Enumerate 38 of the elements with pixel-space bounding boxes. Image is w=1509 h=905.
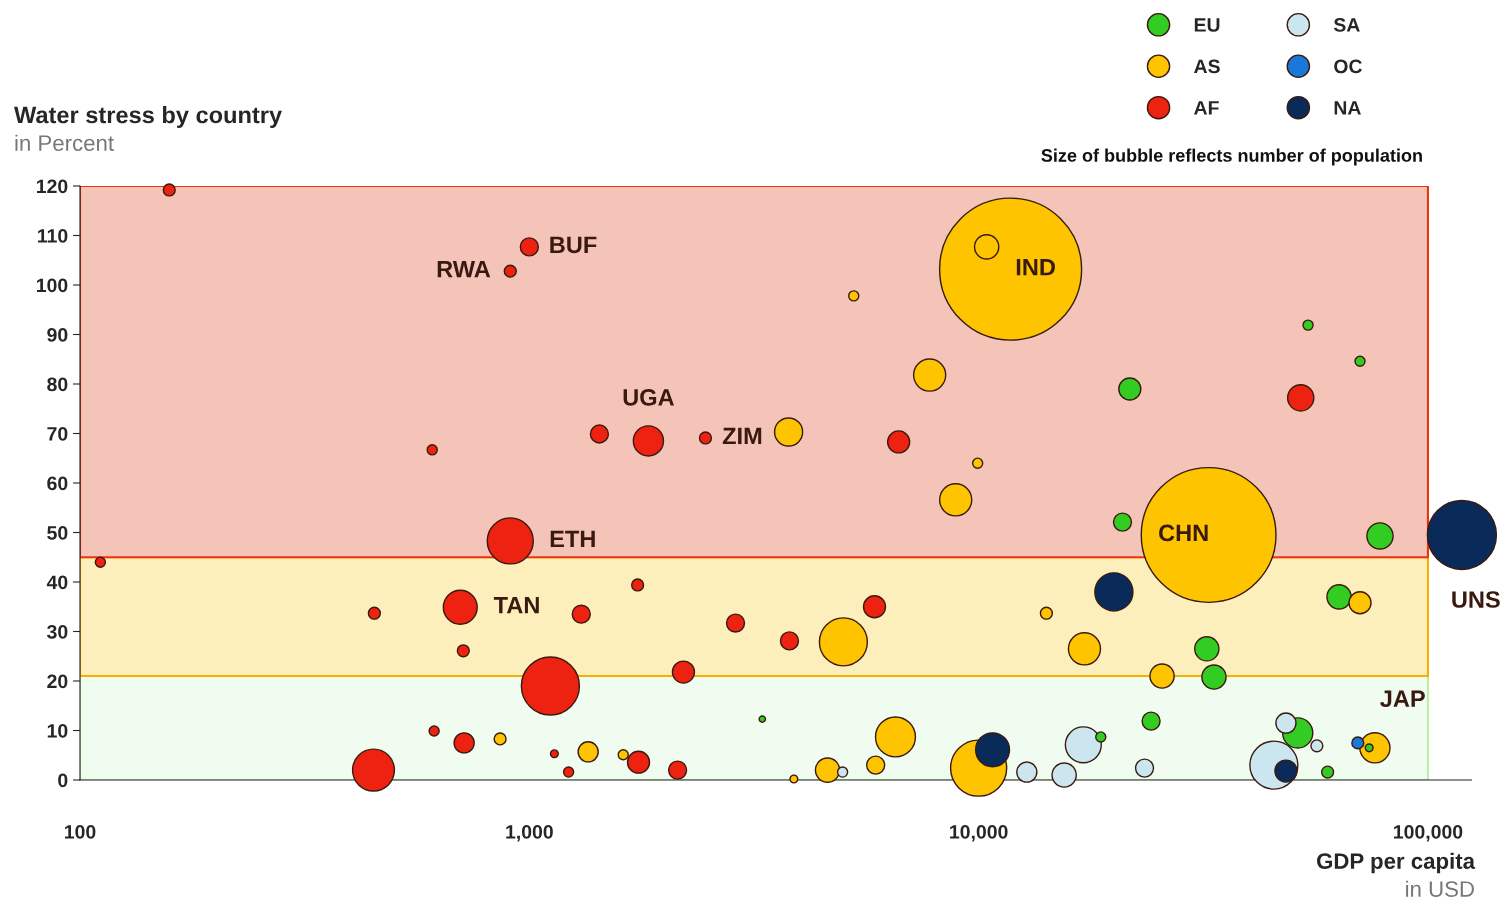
annotation: UNS xyxy=(1452,591,1500,608)
y-tick-label: 80 xyxy=(47,377,68,392)
annotation: CHN xyxy=(1159,524,1208,542)
x-tick-label: 100 xyxy=(65,824,96,839)
x-axis-title: GDP per capita xyxy=(1317,852,1476,874)
annotation: TAN xyxy=(493,597,539,614)
x-tick-label: 100,000 xyxy=(1394,824,1463,842)
chart-subtitle: in Percent xyxy=(15,134,114,151)
legend-label: AS xyxy=(1194,59,1220,74)
y-tick-label: 30 xyxy=(47,624,68,639)
text: in USD xyxy=(1406,880,1474,897)
y-tick-label: 110 xyxy=(38,228,68,243)
y-tick-label: 100 xyxy=(36,278,68,293)
y-tick-label: 90 xyxy=(47,327,68,342)
annotation: IND xyxy=(1016,259,1055,276)
y-tick-label: 0 xyxy=(58,773,68,788)
legend-label: NA xyxy=(1334,101,1361,115)
legend-label: AF xyxy=(1194,101,1219,115)
y-tick-label: 120 xyxy=(36,179,68,194)
legend-label: OC xyxy=(1334,59,1362,74)
chart-title: Water stress by country xyxy=(14,106,282,129)
annotation: ZIM xyxy=(722,427,762,445)
annotation: ETH xyxy=(550,530,595,548)
y-tick-label: 40 xyxy=(46,575,68,590)
annotation: BUF xyxy=(550,236,597,254)
y-tick-label: 50 xyxy=(47,525,68,540)
annotation: UGA xyxy=(623,388,675,406)
y-tick-label: 60 xyxy=(47,476,68,491)
text: Size of bubble reflects number of population xyxy=(1041,148,1422,166)
x-tick-label: 10,000 xyxy=(950,824,1008,842)
y-tick-label: 10 xyxy=(47,723,68,738)
annotation: JAP xyxy=(1380,690,1425,708)
y-tick-label: 70 xyxy=(47,426,68,441)
legend-label: EU xyxy=(1194,18,1220,32)
legend-label: SA xyxy=(1333,18,1360,32)
x-tick-label: 1,000 xyxy=(506,824,553,842)
annotation: RWA xyxy=(437,261,491,278)
y-tick-label: 20 xyxy=(47,674,68,689)
